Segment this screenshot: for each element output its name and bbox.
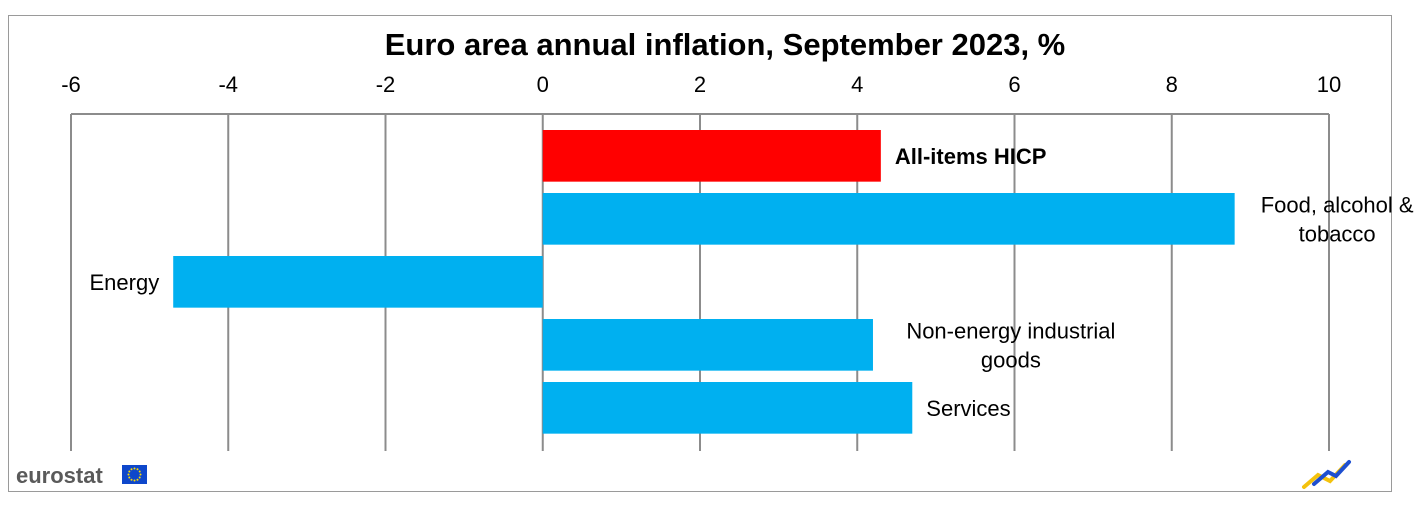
eu-star (130, 468, 133, 471)
eu-star (130, 478, 133, 481)
eu-stars-icon (127, 467, 142, 482)
category-labels: All-items HICP Food, alcohol & tobacco Ener… (89, 144, 1413, 421)
x-tick-label: -4 (218, 72, 238, 97)
x-axis-ticks: -6 -4 -2 0 2 4 6 8 10 (61, 72, 1341, 97)
eu-star (128, 476, 131, 479)
bar-label: tobacco (1299, 221, 1376, 246)
bar-label: Services (926, 396, 1010, 421)
eu-star (133, 479, 136, 482)
x-tick-label: 8 (1166, 72, 1178, 97)
eu-star (127, 473, 130, 476)
bar-label: Energy (89, 270, 159, 295)
x-tick-label: -6 (61, 72, 81, 97)
bar-label: Food, alcohol & (1261, 192, 1414, 217)
bar (542, 382, 913, 434)
eu-star (139, 473, 142, 476)
x-tick-label: 10 (1317, 72, 1341, 97)
eu-star (136, 478, 139, 481)
chart-title: Euro area annual inflation, September 20… (385, 27, 1066, 62)
eurostat-logo-text: eurostat (16, 463, 103, 488)
bar (542, 193, 1235, 245)
eu-star (138, 470, 141, 473)
bars (173, 130, 1235, 434)
eu-star (133, 467, 136, 470)
bar-label: goods (981, 347, 1041, 372)
eurostat-logo: eurostat (16, 463, 147, 488)
x-tick-label: 2 (694, 72, 706, 97)
bar (542, 130, 881, 182)
bar-label: Non-energy industrial (906, 318, 1115, 343)
bar (542, 319, 873, 371)
eu-star (128, 470, 131, 473)
eu-star (138, 476, 141, 479)
eu-flag-icon (122, 465, 147, 484)
eu-star (136, 468, 139, 471)
x-tick-label: 6 (1008, 72, 1020, 97)
bar-label: All-items HICP (895, 144, 1047, 169)
x-tick-label: 0 (537, 72, 549, 97)
x-tick-label: 4 (851, 72, 863, 97)
x-tick-label: -2 (376, 72, 396, 97)
bar (173, 256, 543, 308)
eurostat-chart-mark-icon (1302, 460, 1351, 489)
